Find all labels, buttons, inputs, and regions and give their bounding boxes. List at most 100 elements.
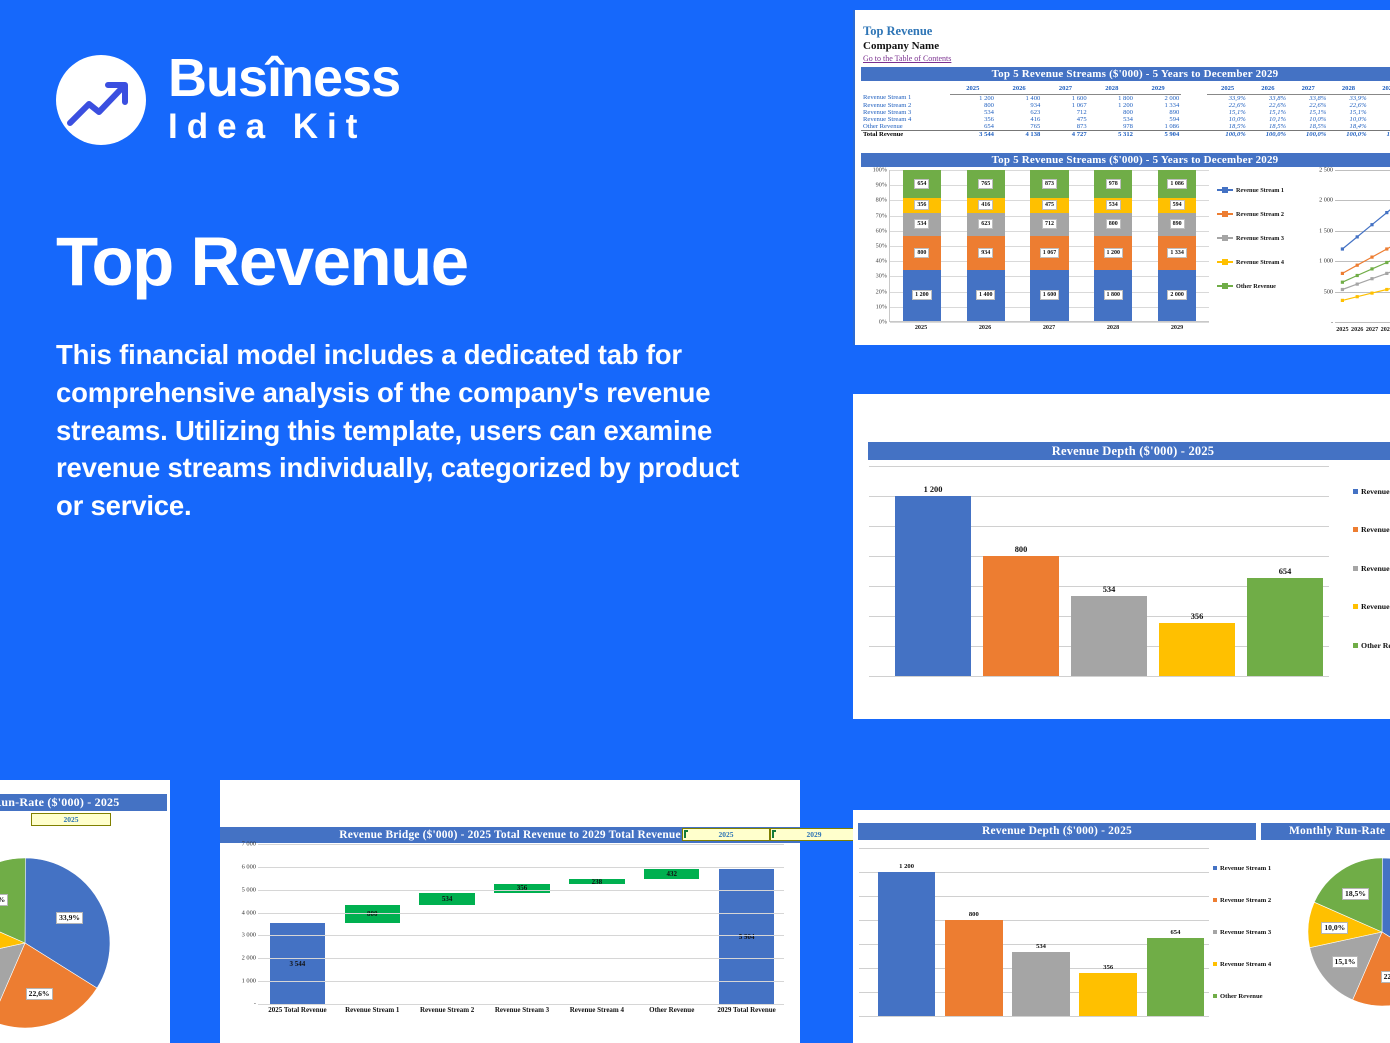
gridline xyxy=(258,981,784,983)
x-tick: 2028 xyxy=(1380,326,1390,333)
hero-section: Busîness Idea Kit Top Revenue This finan… xyxy=(56,51,826,525)
bar-column: 800 xyxy=(940,848,1007,1016)
legend-item: Revenue Stream 4 xyxy=(1213,948,1313,980)
sheet-tab-title: Top Revenue xyxy=(863,24,933,38)
y-tick: 10% xyxy=(875,303,887,311)
bar-rect xyxy=(983,556,1059,676)
bar-value-label: 800 xyxy=(914,247,930,258)
gridline xyxy=(869,526,1329,527)
legend-swatch xyxy=(1213,962,1217,966)
bar-column: 654 xyxy=(1241,466,1329,676)
y-tick: 50% xyxy=(875,242,887,250)
table-of-contents-link[interactable]: Go to the Table of Contents xyxy=(863,54,952,63)
brand-logo: Busîness Idea Kit xyxy=(56,51,826,149)
bar-value-label: 934 xyxy=(978,247,994,258)
table-row: Other Revenue 654 765 873 978 1 086 18,5% 18,5%… xyxy=(861,122,1390,131)
table-row: Revenue Stream 3 534 623 712 800 890 15,1% 15,1… xyxy=(863,108,1390,116)
year-selector-cell[interactable]: 2025 xyxy=(31,813,111,826)
legend-item: Revenue Stream 1 xyxy=(1217,178,1305,202)
bar-value-label: 1 200 xyxy=(1103,247,1124,258)
gridline xyxy=(258,912,784,914)
bar-segment: 2 000 xyxy=(1157,269,1197,321)
bar-segment: 890 xyxy=(1157,212,1197,236)
bar-value-label: 534 xyxy=(1102,584,1116,594)
sheet-company-name: Company Name xyxy=(863,40,940,52)
y-tick: 40% xyxy=(875,257,887,265)
bridge-from-year-cell[interactable]: 2025 xyxy=(682,828,770,841)
legend-item: Revenue Stream 4 xyxy=(1353,588,1390,627)
bar-value-label: 654 xyxy=(1278,566,1292,576)
x-tick: Revenue Stream 4 xyxy=(569,1006,625,1014)
legend-item: Revenue Stream 2 xyxy=(1353,511,1390,550)
bar-value-label: 534 xyxy=(441,894,453,903)
legend-item: Revenue Stream 2 xyxy=(1213,884,1313,916)
bar-column: 534 xyxy=(1007,848,1074,1016)
bar-value-label: 1 067 xyxy=(1039,247,1060,258)
gridline xyxy=(258,844,784,845)
x-tick: 2025 xyxy=(914,324,928,331)
bar-segment: 534 xyxy=(1094,197,1133,213)
bar-segment: 623 xyxy=(966,213,1005,236)
bar-value-label: 416 xyxy=(978,200,994,211)
x-tick: 2025 Total Revenue xyxy=(268,1006,327,1014)
bar-value-label: 1 086 xyxy=(1167,178,1187,189)
legend-label: Revenue Stream 2 xyxy=(1361,525,1390,535)
x-tick: 2026 xyxy=(978,324,992,331)
revenue-bridge-title: Revenue Bridge ($'000) - 2025 Total Reve… xyxy=(220,827,800,843)
x-tick: 2028 xyxy=(1106,324,1120,331)
trend-line-chart: - 500 1 000 1 500 2 000 2 500 2025202620272028… xyxy=(1307,167,1390,345)
revenue-depth-title-2: Revenue Depth ($'000) - 2025 xyxy=(858,823,1256,840)
year-selector-value: 2025 xyxy=(63,815,79,824)
pie-slice-label: 10,0% xyxy=(1321,922,1349,935)
legend-label: Revenue Stream 4 xyxy=(1220,960,1272,968)
bar-value-label: 654 xyxy=(1170,928,1181,936)
stacked-bar-chart: 100% 90% 80% 70% 60% 50% 40% 30% 20% 10% 0% 654 356… xyxy=(861,166,1213,345)
revenue-depth-title: Revenue Depth ($'000) - 2025 xyxy=(868,442,1390,460)
cell-corner-marker xyxy=(772,830,776,838)
y-tick: 60% xyxy=(875,227,887,235)
col-year: 2029 xyxy=(1134,84,1182,95)
bar-value-label: 623 xyxy=(978,219,994,230)
bar-value-label: 712 xyxy=(1041,219,1057,230)
bar-value-label: 1 200 xyxy=(899,863,915,870)
bar-segment: 800 xyxy=(1094,212,1133,236)
bar-value-label: 978 xyxy=(1105,178,1121,189)
waterfall-chart: 3 544 800 534 356 238 432 5 904 7 000 6 000 5 00… xyxy=(238,840,784,1008)
gridline xyxy=(859,896,1209,897)
legend-line-marker xyxy=(1217,234,1233,241)
col-year: 2027 xyxy=(1042,84,1089,95)
y-tick: 30% xyxy=(875,272,887,280)
x-tick: 2029 xyxy=(1170,324,1184,331)
y-tick: 90% xyxy=(875,181,887,189)
revenue-depth-legend: Revenue Stream 1 Revenue Stream 2 Revenue … xyxy=(1353,472,1390,665)
gridline xyxy=(258,958,784,960)
gridline xyxy=(859,872,1209,873)
bar-segment: 416 xyxy=(966,197,1005,214)
waterfall-bar: 3 544 xyxy=(269,923,326,1004)
y-tick: 100% xyxy=(872,166,887,174)
bar-segment: 654 xyxy=(902,170,942,198)
bar-segment: 765 xyxy=(966,170,1005,198)
y-tick: 7 000 xyxy=(241,840,256,848)
bar-segment: 1 800 xyxy=(1094,269,1133,321)
y-tick: 1 500 xyxy=(1319,227,1333,235)
legend-item: Revenue Stream 1 xyxy=(1353,472,1390,511)
legend-item: Other Revenue xyxy=(1217,274,1305,298)
x-tick: Revenue Stream 2 xyxy=(419,1006,475,1014)
bar-segment: 1 400 xyxy=(966,269,1005,321)
bar-value-label: 1 600 xyxy=(1039,290,1060,301)
bridge-to-year-cell[interactable]: 2029 xyxy=(770,828,858,841)
legend-item: Other Revenue xyxy=(1353,626,1390,665)
legend-swatch xyxy=(1213,930,1217,934)
pie-slice-label: 18,5% xyxy=(1342,888,1369,901)
y-tick: 3 000 xyxy=(241,931,256,939)
col-year: 2028 xyxy=(1088,84,1135,95)
cell-corner-marker xyxy=(684,830,688,838)
bar-rect xyxy=(1247,577,1323,676)
legend-label: Revenue Stream 3 xyxy=(1361,563,1390,573)
col-year: 2026 xyxy=(995,84,1043,95)
stacked-bar-column: 654 356 534 800 1 200 xyxy=(890,170,954,321)
revenue-depth-chart-2: 1 200 800 534 356 654 xyxy=(859,848,1209,1017)
legend-swatch xyxy=(1213,866,1217,870)
bar-rect xyxy=(1146,937,1205,1016)
